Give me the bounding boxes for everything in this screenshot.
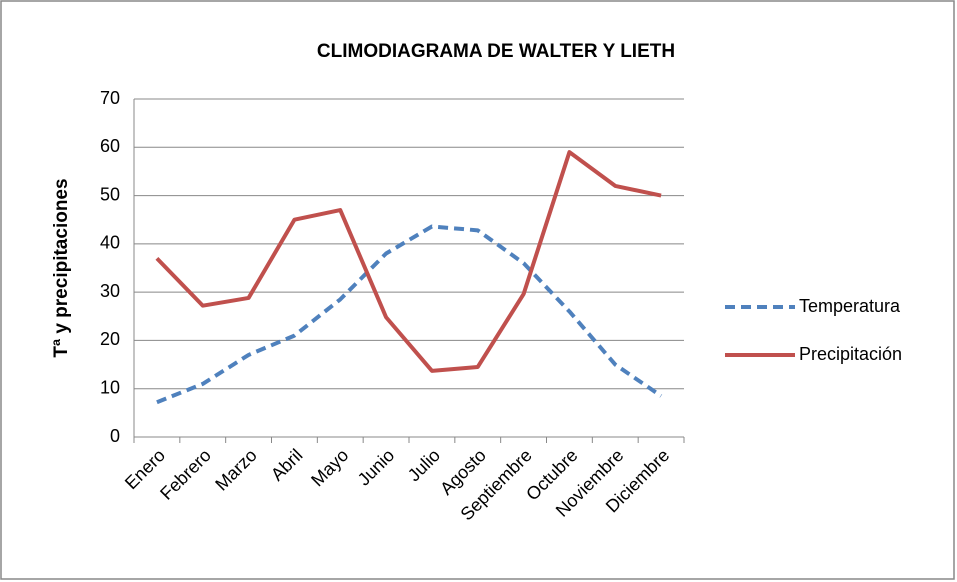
y-tick-label: 50 [100, 184, 120, 204]
y-tick-label: 60 [100, 136, 120, 156]
y-axis-label: Tª y precipitaciones [51, 178, 72, 357]
y-tick-label: 10 [100, 377, 120, 397]
legend-label: Temperatura [799, 296, 901, 316]
series-line [155, 150, 662, 373]
y-tick-label: 40 [100, 233, 120, 253]
legend-label: Precipitación [799, 344, 902, 364]
y-tick-label: 20 [100, 329, 120, 349]
chart-title: CLIMODIAGRAMA DE WALTER Y LIETH [317, 41, 675, 62]
y-tick-label: 0 [110, 426, 120, 446]
y-tick-label: 30 [100, 281, 120, 301]
y-tick-label: 70 [100, 88, 120, 108]
